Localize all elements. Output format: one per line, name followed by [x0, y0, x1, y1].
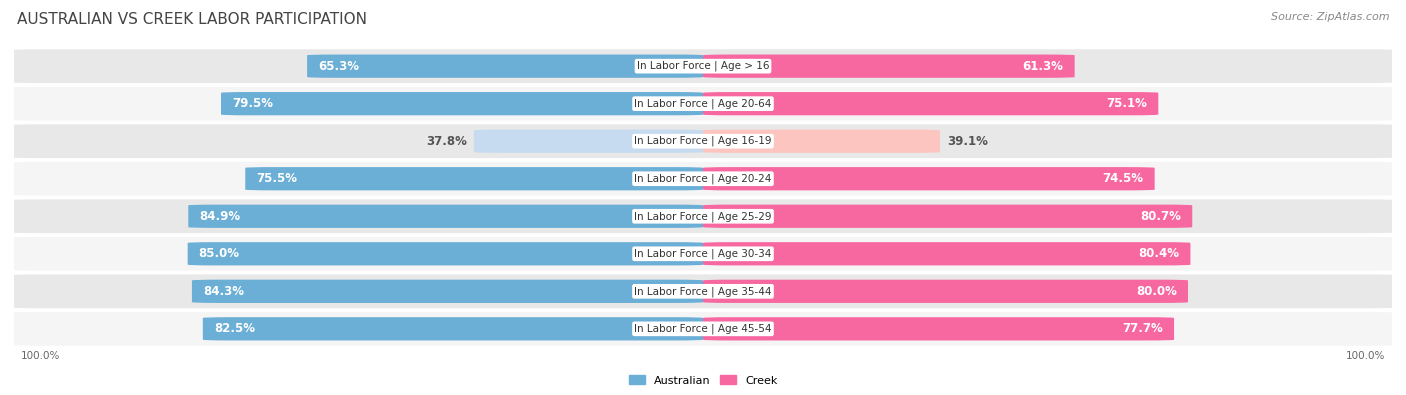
FancyBboxPatch shape: [221, 92, 703, 115]
FancyBboxPatch shape: [703, 242, 1191, 265]
FancyBboxPatch shape: [7, 275, 1399, 308]
Text: 84.3%: 84.3%: [202, 285, 243, 298]
FancyBboxPatch shape: [188, 205, 703, 228]
FancyBboxPatch shape: [7, 312, 1399, 346]
Text: 100.0%: 100.0%: [21, 351, 60, 361]
Text: 80.0%: 80.0%: [1136, 285, 1177, 298]
Text: 75.1%: 75.1%: [1107, 97, 1147, 110]
FancyBboxPatch shape: [7, 237, 1399, 271]
FancyBboxPatch shape: [703, 280, 1188, 303]
Text: 39.1%: 39.1%: [946, 135, 988, 148]
FancyBboxPatch shape: [7, 87, 1399, 120]
Text: 100.0%: 100.0%: [1346, 351, 1385, 361]
Text: 82.5%: 82.5%: [214, 322, 254, 335]
FancyBboxPatch shape: [307, 55, 703, 78]
FancyBboxPatch shape: [703, 55, 1074, 78]
Text: AUSTRALIAN VS CREEK LABOR PARTICIPATION: AUSTRALIAN VS CREEK LABOR PARTICIPATION: [17, 12, 367, 27]
Text: In Labor Force | Age 45-54: In Labor Force | Age 45-54: [634, 324, 772, 334]
Text: 80.4%: 80.4%: [1139, 247, 1180, 260]
FancyBboxPatch shape: [703, 167, 1154, 190]
Text: In Labor Force | Age 16-19: In Labor Force | Age 16-19: [634, 136, 772, 147]
FancyBboxPatch shape: [191, 280, 703, 303]
Text: In Labor Force | Age 30-34: In Labor Force | Age 30-34: [634, 248, 772, 259]
FancyBboxPatch shape: [7, 49, 1399, 83]
Text: 77.7%: 77.7%: [1122, 322, 1163, 335]
Text: 61.3%: 61.3%: [1022, 60, 1063, 73]
Text: 79.5%: 79.5%: [232, 97, 273, 110]
Text: In Labor Force | Age 35-44: In Labor Force | Age 35-44: [634, 286, 772, 297]
Text: 37.8%: 37.8%: [426, 135, 467, 148]
FancyBboxPatch shape: [703, 92, 1159, 115]
Text: 80.7%: 80.7%: [1140, 210, 1181, 223]
FancyBboxPatch shape: [703, 205, 1192, 228]
Text: In Labor Force | Age 25-29: In Labor Force | Age 25-29: [634, 211, 772, 222]
Text: 75.5%: 75.5%: [256, 172, 297, 185]
FancyBboxPatch shape: [7, 162, 1399, 196]
FancyBboxPatch shape: [245, 167, 703, 190]
FancyBboxPatch shape: [474, 130, 703, 153]
FancyBboxPatch shape: [703, 317, 1174, 340]
FancyBboxPatch shape: [187, 242, 703, 265]
Text: In Labor Force | Age > 16: In Labor Force | Age > 16: [637, 61, 769, 71]
Text: 74.5%: 74.5%: [1102, 172, 1143, 185]
FancyBboxPatch shape: [7, 124, 1399, 158]
FancyBboxPatch shape: [202, 317, 703, 340]
FancyBboxPatch shape: [703, 130, 941, 153]
Legend: Australian, Creek: Australian, Creek: [624, 371, 782, 390]
Text: In Labor Force | Age 20-24: In Labor Force | Age 20-24: [634, 173, 772, 184]
FancyBboxPatch shape: [7, 199, 1399, 233]
Text: 84.9%: 84.9%: [200, 210, 240, 223]
Text: Source: ZipAtlas.com: Source: ZipAtlas.com: [1271, 12, 1389, 22]
Text: In Labor Force | Age 20-64: In Labor Force | Age 20-64: [634, 98, 772, 109]
Text: 65.3%: 65.3%: [318, 60, 359, 73]
Text: 85.0%: 85.0%: [198, 247, 239, 260]
